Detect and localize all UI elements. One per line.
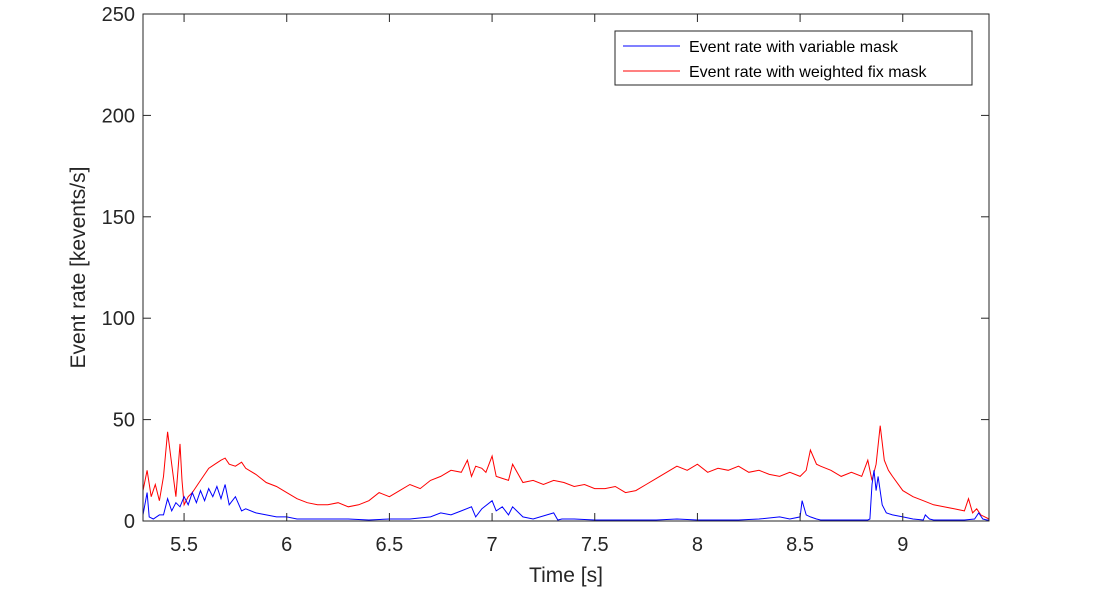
legend-label-weighted-fix-mask: Event rate with weighted fix mask [689,64,927,81]
series-line-event-rate-with-variable-mask [142,470,989,521]
y-tick-label: 0 [124,511,135,533]
y-tick-label: 100 [102,308,135,330]
y-axis-label: Event rate [kevents/s] [67,167,90,369]
y-tick-label: 200 [102,105,135,127]
legend: Event rate with variable mask Event rate… [614,30,973,86]
y-tick-label: 50 [113,410,135,432]
x-tick-label: 7.5 [581,534,609,556]
x-tick-label: 9 [897,534,908,556]
x-axis-label: Time [s] [529,564,603,587]
plot-frame [142,13,990,522]
x-tick-label: 7 [487,534,498,556]
legend-label-variable-mask: Event rate with variable mask [689,39,899,56]
series-layer [142,425,990,521]
x-tick-label: 6.5 [376,534,404,556]
x-tick-label: 6 [281,534,292,556]
y-tick-label: 250 [102,4,135,26]
x-tick-label: 5.5 [170,534,198,556]
series-line-event-rate-with-weighted-fix-mask [142,425,990,520]
x-tick-label: 8.5 [786,534,814,556]
y-tick-label: 150 [102,207,135,229]
x-tick-label: 8 [692,534,703,556]
ticks-layer: 5.5 6 6.5 7 7.5 8 8.5 9 0 50 100 150 200 250 [102,4,989,556]
plot-area [143,14,989,521]
legend-box [614,30,973,86]
